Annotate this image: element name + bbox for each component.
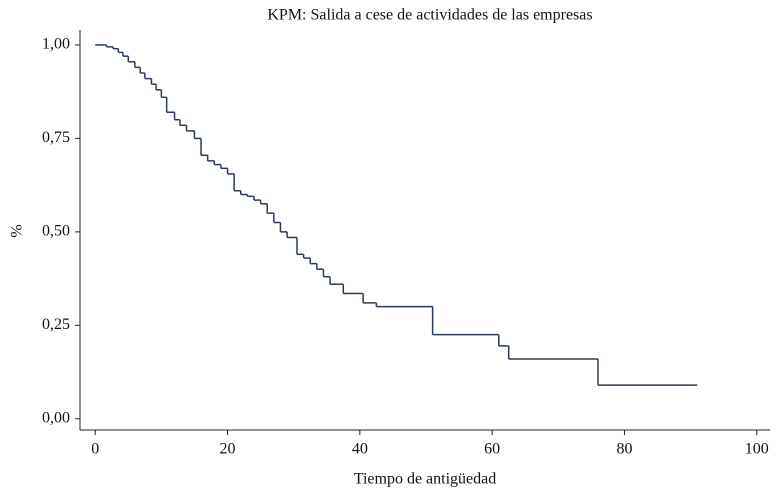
x-tick-label: 60 [484, 441, 500, 458]
y-tick-label: 0,50 [42, 223, 70, 240]
x-tick-label: 100 [745, 441, 769, 458]
x-axis-label: Tiempo de antigüedad [354, 471, 497, 488]
x-tick-label: 20 [220, 441, 236, 458]
y-tick-label: 0,25 [42, 316, 70, 333]
chart-title: KPM: Salida a cese de actividades de las… [267, 7, 592, 24]
x-tick-label: 0 [91, 441, 99, 458]
y-tick-label: 0,00 [42, 409, 70, 426]
y-tick-label: 1,00 [42, 36, 70, 53]
x-tick-label: 40 [352, 441, 368, 458]
x-tick-label: 80 [616, 441, 632, 458]
y-axis-label: % [9, 224, 26, 237]
y-tick-label: 0,75 [42, 129, 70, 146]
